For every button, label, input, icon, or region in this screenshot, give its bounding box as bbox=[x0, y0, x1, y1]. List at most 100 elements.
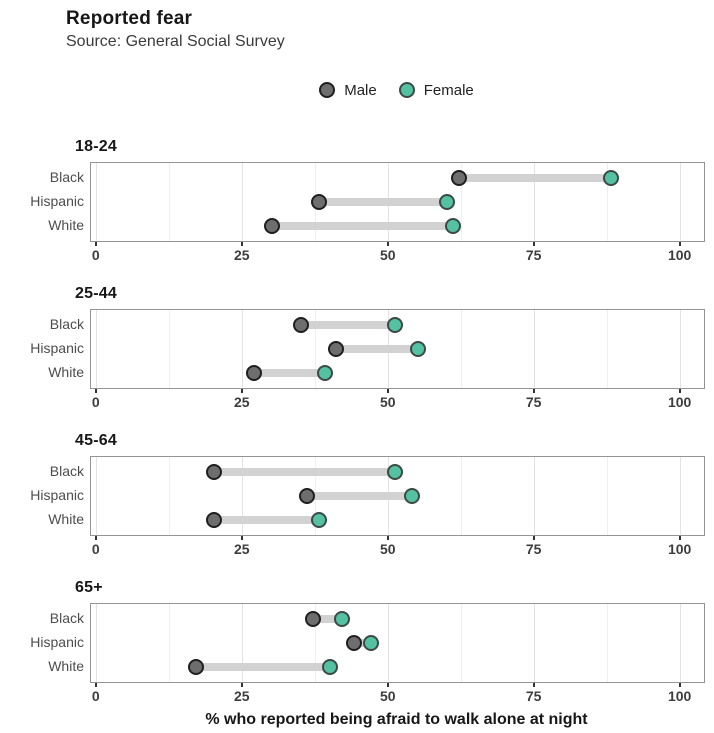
x-tick-label: 100 bbox=[667, 394, 692, 410]
facet-title: 45-64 bbox=[75, 432, 117, 449]
x-tick-mark bbox=[386, 389, 389, 393]
dumbbell-connector bbox=[213, 516, 319, 525]
gridline-major bbox=[96, 457, 98, 535]
gridline-major bbox=[680, 310, 682, 388]
female-dot bbox=[363, 635, 380, 651]
gridline-major bbox=[680, 457, 682, 535]
x-tick-mark bbox=[94, 389, 97, 393]
gridline-major bbox=[534, 163, 536, 241]
gridline-major bbox=[96, 310, 98, 388]
x-tick-mark bbox=[532, 389, 535, 393]
x-tick-label: 0 bbox=[91, 247, 100, 263]
x-tick-label: 0 bbox=[91, 541, 100, 557]
x-tick-mark bbox=[532, 536, 535, 540]
male-dot bbox=[304, 610, 321, 627]
x-tick-mark bbox=[240, 242, 243, 246]
x-tick-label: 0 bbox=[91, 394, 100, 410]
x-tick-mark bbox=[386, 536, 389, 540]
facet-panels: 18-24 Black Hispanic White 0 25 50 75 100 25-44 Bl… bbox=[0, 138, 714, 705]
x-axis: 0 25 50 75 100 bbox=[90, 242, 703, 264]
y-tick-label-hispanic: Hispanic bbox=[30, 634, 84, 650]
facet-65+: 65+ Black Hispanic White 0 25 50 75 100 bbox=[0, 579, 714, 705]
x-tick-label: 25 bbox=[233, 394, 250, 410]
x-tick-label: 25 bbox=[233, 688, 250, 704]
female-dot bbox=[404, 488, 421, 504]
x-axis: 0 25 50 75 100 bbox=[90, 683, 703, 705]
x-tick-mark bbox=[678, 536, 681, 540]
y-tick-label-white: White bbox=[48, 511, 84, 528]
x-tick-mark bbox=[240, 536, 243, 540]
plot-panel bbox=[90, 162, 705, 242]
gridline-major bbox=[242, 310, 244, 388]
gridline-minor bbox=[169, 310, 171, 388]
legend-female-dot-icon bbox=[398, 82, 415, 98]
x-tick-mark bbox=[532, 683, 535, 687]
gridline-minor bbox=[461, 457, 463, 535]
dumbbell-connector bbox=[458, 173, 611, 182]
gridline-major bbox=[534, 457, 536, 535]
x-axis-title: % who reported being afraid to walk alon… bbox=[205, 711, 588, 728]
legend-label: Male bbox=[344, 81, 377, 99]
female-dot bbox=[386, 463, 403, 480]
x-tick-label: 75 bbox=[525, 688, 542, 704]
female-dot bbox=[316, 365, 333, 382]
gridline-major bbox=[242, 163, 244, 241]
x-tick-label: 25 bbox=[233, 247, 250, 263]
plot-panel bbox=[90, 309, 705, 389]
gridline-major bbox=[96, 163, 98, 241]
plot-panel bbox=[90, 456, 705, 536]
dumbbell-connector bbox=[312, 614, 343, 623]
x-tick-label: 0 bbox=[91, 688, 100, 704]
y-tick-label-white: White bbox=[48, 658, 84, 675]
gridline-minor bbox=[315, 604, 317, 682]
male-dot bbox=[450, 169, 467, 186]
x-tick-mark bbox=[94, 536, 97, 540]
legend-item-male: Male bbox=[319, 82, 377, 99]
facet-body: Black Hispanic White bbox=[0, 162, 714, 242]
male-dot bbox=[263, 218, 280, 235]
gridline-minor bbox=[461, 163, 463, 241]
legend-male-dot-icon bbox=[319, 82, 336, 98]
dumbbell-connector bbox=[353, 639, 372, 647]
x-tick-label: 100 bbox=[667, 541, 692, 557]
gridline-major bbox=[388, 604, 390, 682]
x-tick-label: 100 bbox=[667, 688, 692, 704]
male-dot bbox=[345, 635, 362, 651]
gridline-major bbox=[242, 457, 244, 535]
male-dot bbox=[328, 341, 345, 357]
y-tick-label-hispanic: Hispanic bbox=[30, 340, 84, 356]
male-dot bbox=[299, 488, 315, 504]
dumbbell-connector bbox=[196, 663, 331, 672]
x-axis: 0 25 50 75 100 bbox=[90, 389, 703, 411]
gridline-major bbox=[96, 604, 98, 682]
facet-title: 65+ bbox=[75, 579, 103, 596]
y-tick-label-white: White bbox=[48, 364, 84, 381]
chart-header: Reported fear Source: General Social Sur… bbox=[0, 0, 714, 52]
gridline-major bbox=[534, 604, 536, 682]
y-tick-label-black: Black bbox=[49, 315, 84, 332]
dumbbell-connector bbox=[213, 467, 395, 476]
y-tick-label-white: White bbox=[48, 217, 84, 234]
male-dot bbox=[205, 512, 222, 529]
gridline-minor bbox=[169, 457, 171, 535]
legend-label: Female bbox=[423, 81, 474, 99]
female-dot bbox=[439, 194, 456, 210]
gridline-major bbox=[680, 604, 682, 682]
female-dot bbox=[444, 218, 461, 235]
x-tick-mark bbox=[678, 389, 681, 393]
x-axis: 0 25 50 75 100 bbox=[90, 536, 703, 558]
x-tick-mark bbox=[240, 683, 243, 687]
x-tick-label: 25 bbox=[233, 541, 250, 557]
facet-18-24: 18-24 Black Hispanic White 0 25 50 75 100 bbox=[0, 138, 714, 264]
y-tick-label-black: Black bbox=[49, 168, 84, 185]
x-tick-mark bbox=[532, 242, 535, 246]
y-tick-label-black: Black bbox=[49, 609, 84, 626]
legend-item-female: Female bbox=[398, 81, 474, 99]
gridline-major bbox=[534, 310, 536, 388]
dumbbell-connector bbox=[254, 369, 325, 378]
dumbbell-connector bbox=[318, 198, 448, 206]
x-tick-label: 100 bbox=[667, 247, 692, 263]
gridline-minor bbox=[169, 163, 171, 241]
facet-body: Black Hispanic White bbox=[0, 309, 714, 389]
